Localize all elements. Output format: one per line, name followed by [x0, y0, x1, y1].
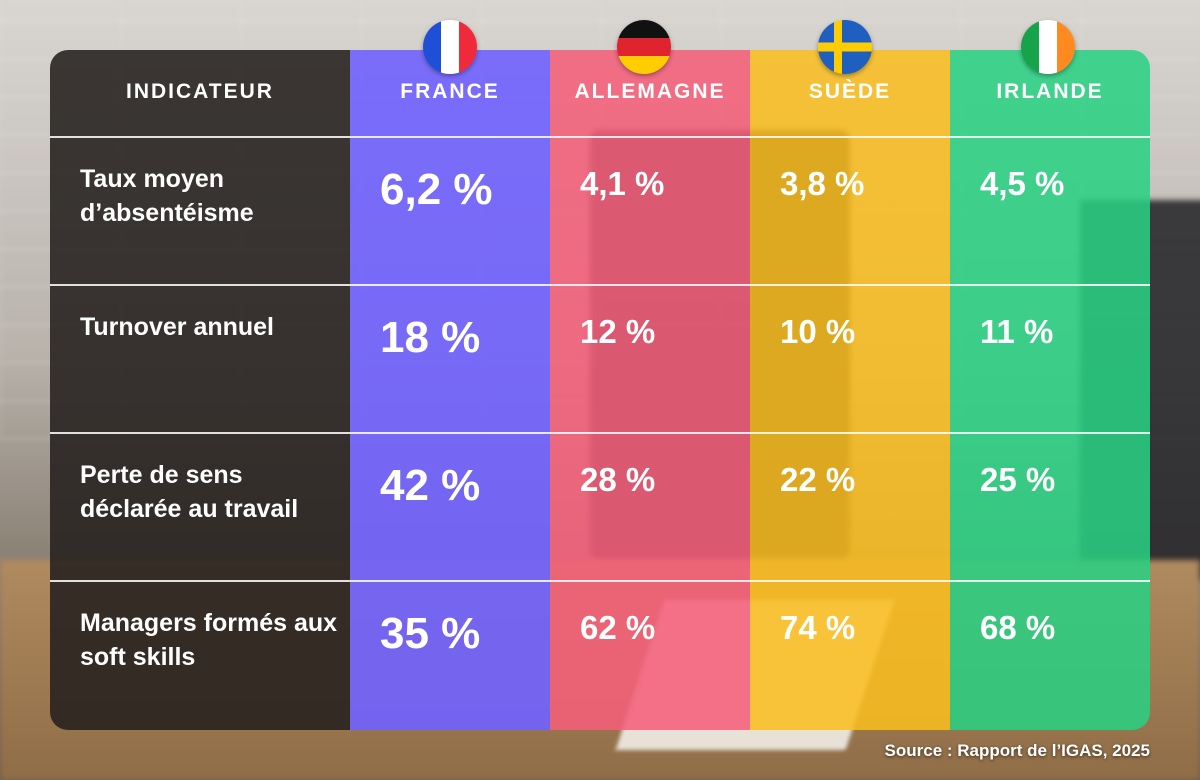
source-note: Source : Rapport de l’IGAS, 2025 [884, 741, 1150, 760]
germany-column [550, 50, 750, 730]
comparison-table: INDICATEUR FRANCE ALLEMAGNE SUÈDE IRLAND… [50, 50, 1150, 730]
cell-france-managers-trained: 35 % [380, 609, 481, 658]
france-column [350, 50, 550, 730]
cell-sweden-turnover: 10 % [780, 313, 856, 350]
germany-flag-icon [617, 20, 671, 74]
ireland-flag-icon [1021, 20, 1075, 74]
header-suede: SUÈDE [808, 80, 892, 103]
cell-ireland-absenteeism: 4,5 % [980, 165, 1065, 202]
cell-ireland-turnover: 11 % [980, 313, 1054, 350]
cell-france-loss-of-meaning: 42 % [380, 461, 481, 510]
france-flag-icon [423, 20, 477, 74]
row-label-turnover: Turnover annuel [80, 313, 275, 341]
row-divider [50, 432, 1150, 434]
cell-germany-loss-of-meaning: 28 % [580, 461, 656, 498]
cell-france-absenteeism: 6,2 % [380, 165, 493, 214]
row-divider [50, 580, 1150, 582]
cell-germany-turnover: 12 % [580, 313, 656, 350]
cell-ireland-loss-of-meaning: 25 % [980, 461, 1056, 498]
cell-sweden-loss-of-meaning: 22 % [780, 461, 856, 498]
header-france: FRANCE [400, 80, 500, 103]
row-divider [50, 136, 1150, 138]
row-label-managers-trained: Managers formés aux soft skills [80, 609, 338, 671]
row-divider [50, 284, 1150, 286]
cell-ireland-managers-trained: 68 % [980, 609, 1056, 646]
header-irlande: IRLANDE [996, 80, 1104, 103]
cell-germany-managers-trained: 62 % [580, 609, 656, 646]
cell-sweden-absenteeism: 3,8 % [780, 165, 865, 202]
sweden-flag-icon [818, 20, 872, 74]
header-allemagne: ALLEMAGNE [574, 80, 726, 103]
cell-sweden-managers-trained: 74 % [780, 609, 856, 646]
cell-germany-absenteeism: 4,1 % [580, 165, 665, 202]
cell-france-turnover: 18 % [380, 313, 481, 362]
indicator-column [50, 50, 350, 730]
sweden-column [750, 50, 950, 730]
ireland-column [950, 50, 1150, 730]
row-label-loss-of-meaning: Perte de sens déclarée au travail [80, 461, 299, 523]
header-indicateur: INDICATEUR [126, 80, 274, 103]
row-label-absenteeism: Taux moyen d’absentéisme [80, 165, 254, 227]
